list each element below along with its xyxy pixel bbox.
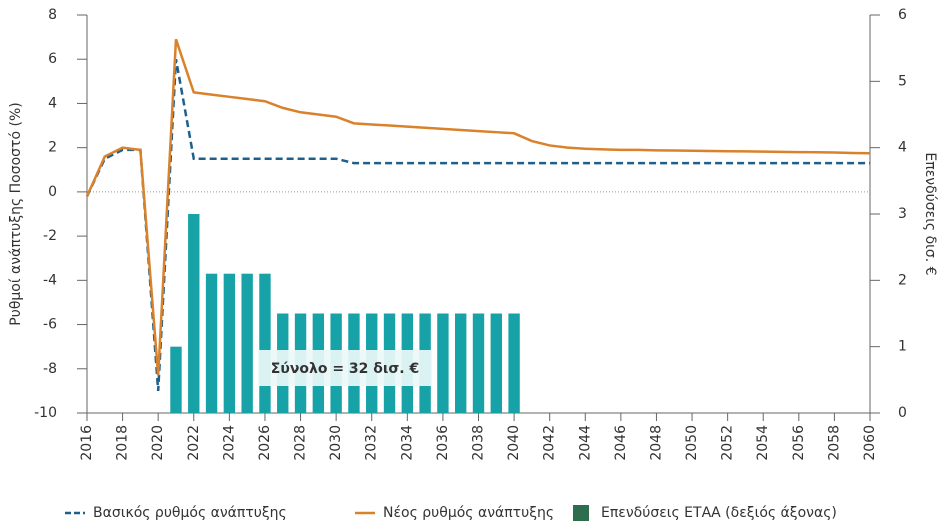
y-tick-label: -8 — [43, 361, 57, 377]
line — [85, 38, 871, 376]
y-tick-label: -6 — [43, 317, 57, 333]
bar — [223, 273, 236, 413]
x-tick-label: 2036 — [435, 425, 451, 461]
x-tick-label: 2054 — [755, 425, 771, 461]
x-tick-label: 2052 — [720, 425, 736, 461]
x-tick-label: 2058 — [826, 425, 842, 461]
y2-tick-label: 2 — [898, 272, 907, 288]
y2-tick-label: 6 — [898, 7, 907, 23]
y-tick-label: -10 — [34, 405, 57, 421]
y2-axis-title: Επενδύσεις δισ. € — [922, 152, 938, 275]
x-tick-label: 2030 — [328, 425, 344, 461]
x-tick-label: 2044 — [577, 425, 593, 461]
legend-label: Νέος ρυθμός ανάπτυξης — [383, 505, 554, 521]
x-tick-label: 2020 — [150, 425, 166, 461]
x-tick-label: 2050 — [684, 425, 700, 461]
x-tick-label: 2042 — [542, 425, 558, 461]
x-tick-label: 2046 — [613, 425, 629, 461]
x-tick-label: 2034 — [399, 425, 415, 461]
x-tick-label: 2026 — [257, 425, 273, 461]
y-tick-label: -2 — [43, 228, 57, 244]
bar — [170, 346, 182, 413]
y2-tick-label: 5 — [898, 73, 907, 89]
legend-swatch — [573, 505, 589, 521]
legend-label: Βασικός ρυθμός ανάπτυξης — [93, 505, 287, 521]
line — [85, 59, 870, 391]
x-tick-label: 2056 — [791, 425, 807, 461]
bar — [188, 214, 200, 413]
bar — [490, 313, 502, 413]
y2-tick-label: 4 — [898, 140, 907, 156]
bar — [259, 273, 271, 413]
y-tick-label: 2 — [48, 140, 57, 156]
y2-tick-label: 0 — [898, 405, 907, 421]
x-tick-label: 2040 — [506, 425, 522, 461]
bar — [205, 273, 218, 413]
x-tick-label: 2018 — [115, 425, 131, 461]
y-tick-label: 8 — [48, 7, 57, 23]
y2-tick-label: 1 — [898, 339, 907, 355]
y-tick-label: 6 — [48, 51, 57, 67]
annotation: Σύνολο = 32 δισ. € — [271, 361, 419, 377]
y-tick-label: -4 — [43, 272, 57, 288]
y-axis-title: Ρυθμοί ανάπτυξης Ποσοστό (%) — [8, 102, 24, 325]
y2-tick-label: 3 — [898, 206, 907, 222]
legend-label: Επενδύσεις ΕΤΑΑ (δεξιός άξονας) — [601, 505, 837, 521]
x-tick-label: 2048 — [648, 425, 664, 461]
x-tick-label: 2038 — [471, 425, 487, 461]
annotation-box — [258, 350, 432, 386]
y-tick-label: 0 — [48, 184, 57, 200]
x-tick-label: 2022 — [186, 425, 202, 461]
bar — [437, 313, 449, 413]
bar — [455, 313, 467, 413]
bar — [508, 313, 520, 413]
bar — [472, 313, 485, 413]
y-tick-label: 4 — [48, 95, 57, 111]
x-tick-label: 2060 — [862, 425, 878, 461]
x-tick-label: 2024 — [221, 425, 237, 461]
x-tick-label: 2016 — [79, 425, 95, 461]
x-tick-label: 2032 — [364, 425, 380, 461]
bar — [241, 273, 253, 413]
x-tick-label: 2028 — [293, 425, 309, 461]
